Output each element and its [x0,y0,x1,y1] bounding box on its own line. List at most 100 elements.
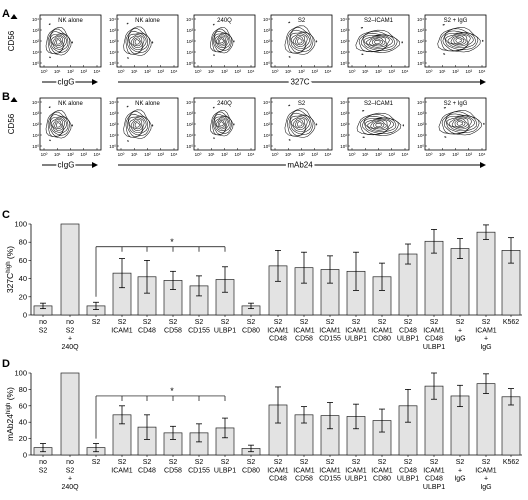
event-dot [443,53,445,55]
contour-line [210,27,234,54]
x-tick-label: 10⁴ [325,69,332,74]
x-tick-label: 10² [221,69,228,74]
x-tick-label: IgG [480,484,491,491]
x-tick-label: S2 [66,327,75,334]
y-tick-label: 10³ [340,28,347,33]
x-tick-label: 10⁴ [402,69,409,74]
y-tick-label: 10² [263,122,270,127]
contour-line [291,33,308,49]
contour-line [297,38,303,44]
event-dot [127,22,129,24]
contour-line [134,122,140,128]
x-tick-label: S2 [300,319,309,326]
contour-line [287,27,314,54]
contour-line [362,34,393,51]
y-tick-label: 10⁰ [417,61,424,66]
contour-line [45,27,72,56]
plot-title: 240Q [217,18,232,24]
x-tick-label: 10⁴ [479,69,486,74]
x-tick-label: 10² [67,69,74,74]
y-tick-label: 10¹ [340,50,347,55]
y-tick-label: 10⁴ [109,100,116,105]
event-dot [444,136,446,138]
y-tick-label: 20 [19,434,27,443]
x-tick-label: S2 [92,459,101,466]
x-tick-label: S2 [326,319,335,326]
y-tick-label: 10² [186,122,193,127]
x-tick-label: S2 [430,459,439,466]
plot-title: S2 + IgG [444,101,468,107]
x-tick-label: + [458,467,462,474]
x-tick-label: 10³ [234,152,241,157]
y-axis-arrow-icon [10,14,18,19]
contour-line [130,36,143,48]
x-tick-label: 10³ [80,152,87,157]
x-tick-label: + [68,476,72,483]
contour-line [129,117,145,133]
x-tick-label: 10⁰ [349,152,356,157]
x-tick-label: S2 [378,459,387,466]
event-dot [233,41,235,43]
y-tick-label: 40 [19,274,27,283]
contour-line [52,119,64,131]
x-tick-label: IgG [454,336,465,343]
x-tick-label: ICAM1 [423,327,445,334]
x-tick-label: S2 [143,459,152,466]
contour-line [130,119,143,131]
x-tick-label: S2 [456,459,465,466]
x-tick-label: S2 [430,319,439,326]
y-tick-label: 10¹ [109,133,116,138]
contour-line [219,38,224,44]
bar-group: S2+ IgG [450,238,470,343]
contour-line [216,118,226,130]
contour-line [129,34,145,50]
x-tick-label: no [39,319,47,326]
contour-line [356,112,402,136]
x-tick-label: S2 [482,319,491,326]
contour-line [49,31,69,54]
event-dot [401,42,403,44]
event-dot [151,125,154,127]
x-tick-label: CD48 [425,476,443,483]
x-axis-arrow-icon [92,79,98,85]
x-tick-label: IgG [454,476,465,483]
contour-line [54,37,63,47]
y-tick-label: 100 [14,369,27,378]
contour-line [56,39,61,45]
event-dot [49,56,51,58]
y-axis-label: CD56 [7,30,16,51]
x-tick-label: ULBP1 [397,476,419,483]
x-tick-label: K562 [503,319,519,326]
x-axis-arrow-icon [480,79,486,85]
y-axis-label: CD56 [7,113,16,134]
y-tick-label: 10⁰ [263,144,270,149]
contour-line [447,34,468,47]
contour-line [445,115,475,133]
plot-title: S2–ICAM1 [364,18,394,24]
x-tick-label: S2 [169,459,178,466]
event-dot [483,123,485,125]
x-tick-label: S2 [247,319,256,326]
contour-line [372,38,384,46]
bar-group: K562 [501,237,521,326]
x-tick-label: 10³ [311,152,318,157]
y-tick-label: 10⁴ [263,17,270,22]
contour-line [456,121,463,126]
plot-title: S2 + IgG [444,18,468,24]
contour-line [446,116,472,131]
significance-marker: * [170,386,174,396]
x-tick-label: S2 [143,319,152,326]
event-dot [127,57,129,59]
x-tick-label: ICAM1 [345,327,367,334]
contour-line [295,36,305,46]
x-tick-label: ULBP1 [423,344,445,351]
